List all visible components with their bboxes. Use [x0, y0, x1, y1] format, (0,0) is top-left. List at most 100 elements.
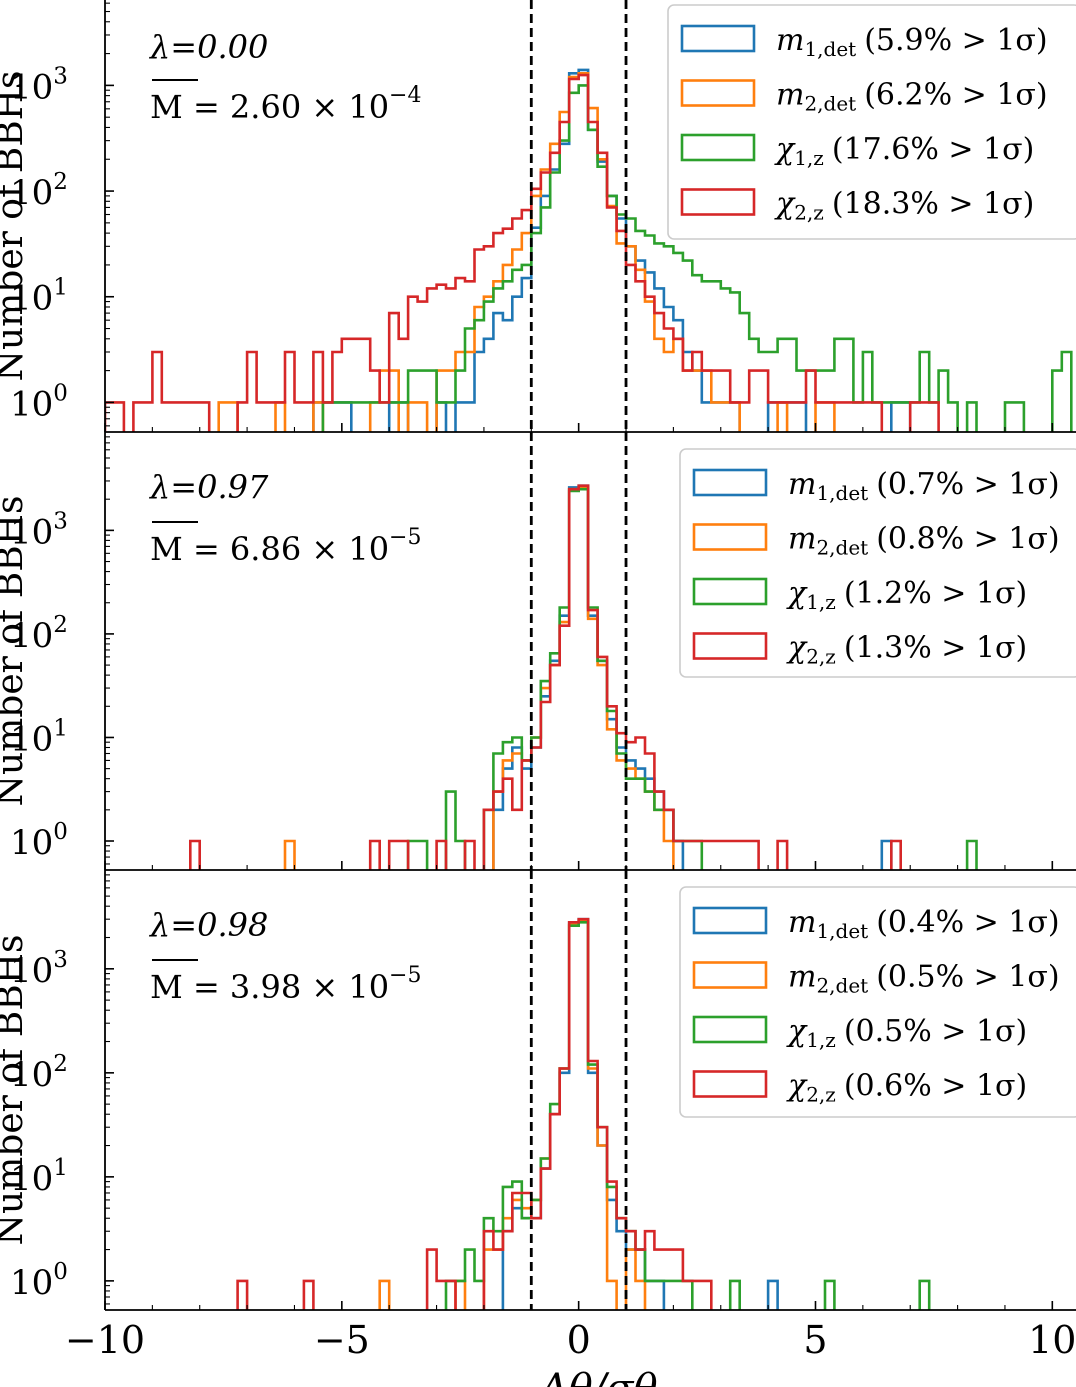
- y-tick-base: 10: [10, 173, 53, 213]
- legend-swatch-m1: [692, 468, 768, 497]
- lambda-annotation: λ=0.98: [148, 906, 268, 944]
- histogram-series-chi2: [236, 917, 713, 1310]
- histogram-series-chi1: [406, 487, 978, 870]
- legend-percentage: (18.3% > 1σ): [832, 187, 1035, 222]
- legend-percentage: (5.9% > 1σ): [864, 23, 1047, 58]
- legend-swatch-chi2: [680, 188, 756, 216]
- legend-subscript: 1,det: [804, 37, 856, 61]
- match-annotation-exponent: −5: [389, 963, 421, 988]
- legend: m1,det (5.9% > 1σ)m2,det (6.2% > 1σ)χ1,z (1…: [667, 4, 1076, 240]
- legend-symbol: χ: [786, 1014, 808, 1049]
- legend: m1,det (0.7% > 1σ)m2,det (0.8% > 1σ)χ1,z (1…: [679, 448, 1076, 678]
- legend-swatch-m2: [692, 961, 768, 989]
- y-tick-label: 103: [10, 947, 68, 991]
- lambda-annotation: λ=0.00: [148, 28, 268, 66]
- legend-entry-text: m1,det (0.7% > 1σ): [788, 467, 1060, 505]
- legend-subscript: 1,det: [816, 919, 868, 943]
- y-tick-label: 101: [10, 715, 68, 759]
- legend-subscript: 1,z: [794, 146, 824, 170]
- legend-entry-text: χ1,z (17.6% > 1σ): [774, 132, 1034, 170]
- histogram-series-group: [236, 917, 931, 1310]
- y-tick-exponent: 3: [53, 63, 68, 89]
- legend-symbol: χ: [774, 132, 796, 167]
- match-annotation-base: M = 6.86 × 10: [150, 530, 389, 568]
- legend-symbol: m: [788, 905, 816, 940]
- y-tick-base: 10: [10, 1055, 53, 1095]
- histogram-series-group: [105, 68, 1073, 432]
- legend-percentage: (0.6% > 1σ): [844, 1069, 1027, 1104]
- y-tick-label: 100: [10, 819, 68, 863]
- y-tick-exponent: 1: [53, 1155, 68, 1181]
- legend-entry-text: m2,det (0.5% > 1σ): [788, 960, 1060, 998]
- y-tick-label: 102: [10, 612, 68, 656]
- histogram-series-group: [189, 484, 978, 870]
- legend-symbol: m: [776, 78, 804, 113]
- histogram-series-chi2: [189, 484, 902, 870]
- legend-symbol: m: [788, 467, 816, 502]
- y-tick-exponent: 3: [53, 508, 68, 534]
- match-annotation: M = 6.86 × 10−5: [150, 525, 421, 568]
- legend-subscript: 2,det: [804, 92, 856, 116]
- y-tick-base: 10: [10, 719, 53, 759]
- y-tick-base: 10: [10, 1263, 53, 1303]
- y-tick-label: 102: [10, 169, 68, 213]
- legend-entry-text: m2,det (6.2% > 1σ): [776, 78, 1048, 116]
- legend-subscript: 2,det: [816, 536, 868, 560]
- y-tick-exponent: 2: [53, 612, 68, 638]
- y-tick-label: 103: [10, 63, 68, 107]
- legend-entry-text: χ2,z (1.3% > 1σ): [786, 631, 1027, 669]
- y-tick-label: 100: [10, 380, 68, 424]
- x-tick-label: −10: [65, 1318, 145, 1362]
- legend-symbol: χ: [774, 187, 796, 222]
- y-tick-base: 10: [10, 384, 53, 424]
- y-tick-label: 100: [10, 1259, 68, 1303]
- legend-symbol: χ: [786, 1069, 808, 1104]
- legend-swatch-chi2: [692, 1070, 768, 1098]
- legend-percentage: (0.7% > 1σ): [876, 467, 1059, 502]
- y-axis-label: Number of BBHs: [0, 70, 31, 381]
- match-annotation-exponent: −5: [389, 525, 421, 550]
- histogram-series-chi2: [105, 73, 940, 432]
- legend-swatch-m1: [692, 906, 768, 935]
- legend-swatch-m1: [680, 24, 756, 53]
- y-tick-base: 10: [10, 616, 53, 656]
- legend-entry-text: χ2,z (18.3% > 1σ): [774, 187, 1034, 225]
- legend-entry-text: m1,det (5.9% > 1σ): [776, 23, 1048, 61]
- legend-subscript: 2,z: [806, 1083, 836, 1107]
- x-tick-label: 0: [567, 1318, 591, 1362]
- legend-percentage: (0.5% > 1σ): [876, 960, 1059, 995]
- legend-entry-text: m1,det (0.4% > 1σ): [788, 905, 1060, 943]
- y-tick-label: 101: [10, 1155, 68, 1199]
- y-tick-exponent: 0: [53, 380, 68, 406]
- y-tick-label: 103: [10, 508, 68, 552]
- y-tick-exponent: 1: [53, 715, 68, 741]
- legend-symbol: χ: [786, 576, 808, 611]
- legend-percentage: (1.3% > 1σ): [844, 631, 1027, 666]
- match-annotation-exponent: −4: [389, 83, 421, 108]
- y-tick-exponent: 2: [53, 169, 68, 195]
- y-tick-base: 10: [10, 823, 53, 863]
- y-tick-base: 10: [10, 1159, 53, 1199]
- legend-percentage: (6.2% > 1σ): [864, 78, 1047, 113]
- lambda-annotation: λ=0.97: [148, 468, 269, 506]
- y-axis-label: Number of BBHs: [0, 495, 31, 806]
- legend-frame: [667, 4, 1076, 240]
- legend-entry-text: χ1,z (1.2% > 1σ): [786, 576, 1027, 614]
- legend-swatch-chi2: [692, 632, 768, 660]
- legend: m1,det (0.4% > 1σ)m2,det (0.5% > 1σ)χ1,z (0…: [679, 886, 1076, 1118]
- y-tick-base: 10: [10, 512, 53, 552]
- match-annotation-base: M = 3.98 × 10: [150, 968, 389, 1006]
- y-tick-exponent: 3: [53, 947, 68, 973]
- legend-symbol: m: [788, 522, 816, 557]
- x-tick-label: 5: [803, 1318, 827, 1362]
- legend-swatch-m2: [692, 523, 768, 551]
- legend-swatch-chi1: [692, 1015, 768, 1044]
- legend-subscript: 2,z: [806, 645, 836, 669]
- legend-subscript: 2,det: [816, 974, 868, 998]
- y-tick-base: 10: [10, 67, 53, 107]
- legend-entry-text: χ2,z (0.6% > 1σ): [786, 1069, 1027, 1107]
- y-tick-exponent: 0: [53, 1259, 68, 1285]
- legend-frame: [679, 886, 1076, 1118]
